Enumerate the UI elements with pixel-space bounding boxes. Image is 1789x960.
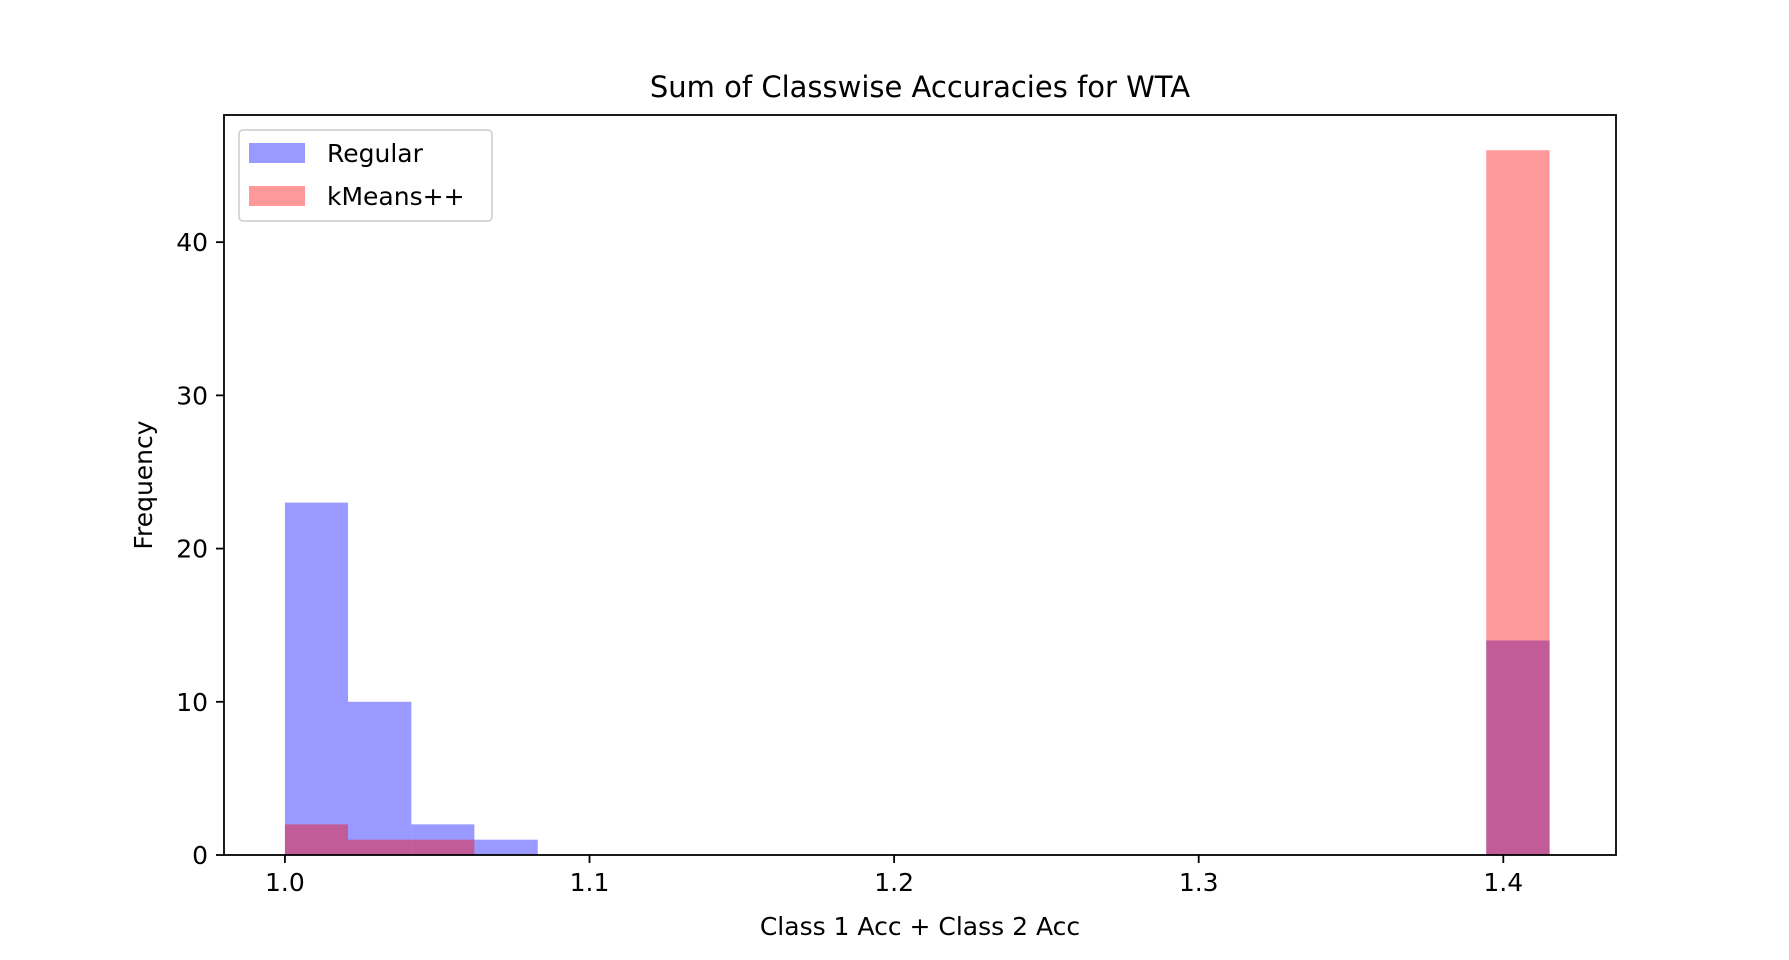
y-tick-label: 40 [176, 228, 208, 257]
bar-regular-2 [411, 824, 475, 855]
x-tick-label: 1.0 [265, 868, 305, 897]
x-axis: 1.0 1.1 1.2 1.3 1.4 [265, 855, 1523, 897]
legend: Regular kMeans++ [238, 129, 493, 222]
x-tick-label: 1.4 [1483, 868, 1523, 897]
y-tick-label: 30 [176, 381, 208, 410]
bar-regular-4 [1486, 640, 1550, 855]
x-tick-label: 1.2 [874, 868, 914, 897]
y-tick-label: 10 [176, 688, 208, 717]
bars-layer [284, 150, 1550, 855]
chart-title: Sum of Classwise Accuracies for WTA [650, 70, 1190, 104]
legend-box [238, 129, 493, 222]
plot-frame [223, 114, 1617, 856]
bar-kmeans-1 [347, 839, 412, 855]
bar-regular-3 [474, 839, 538, 855]
x-axis-label: Class 1 Acc + Class 2 Acc [760, 912, 1080, 941]
bar-kmeans-2 [411, 839, 475, 855]
legend-label-kmeans: kMeans++ [327, 182, 465, 211]
x-tick-label: 1.3 [1179, 868, 1219, 897]
bar-kmeans-0 [284, 824, 348, 855]
x-tick-label: 1.1 [570, 868, 610, 897]
y-axis: 0 10 20 30 40 [176, 228, 224, 870]
legend-swatch-regular [249, 143, 305, 163]
legend-label-regular: Regular [327, 139, 424, 168]
bar-kmeans-3 [1486, 150, 1550, 855]
y-tick-label: 0 [192, 841, 208, 870]
legend-swatch-kmeans [249, 186, 305, 206]
y-tick-label: 20 [176, 535, 208, 564]
bar-regular-1 [347, 701, 412, 855]
y-axis-label: Frequency [129, 420, 158, 549]
bar-regular-0 [284, 502, 348, 855]
